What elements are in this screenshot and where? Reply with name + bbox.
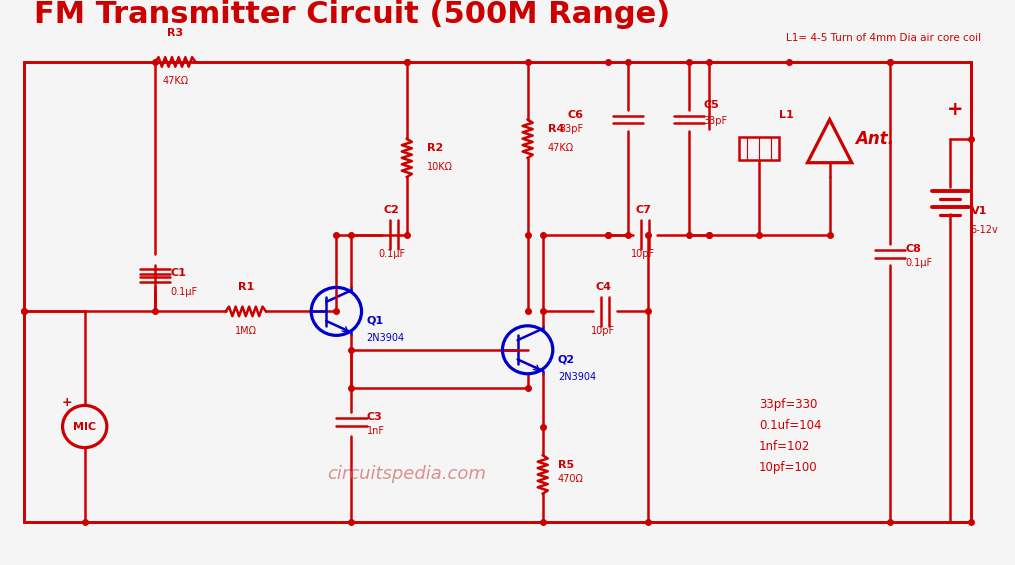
Bar bbox=[739, 137, 780, 160]
Text: C8: C8 bbox=[905, 244, 921, 254]
Text: R3: R3 bbox=[167, 28, 184, 38]
Text: 2N3904: 2N3904 bbox=[366, 333, 405, 344]
Text: 33pf=330
0.1uf=104
1nf=102
10pf=100: 33pf=330 0.1uf=104 1nf=102 10pf=100 bbox=[759, 398, 822, 473]
Text: V1: V1 bbox=[970, 206, 987, 216]
Text: C5: C5 bbox=[703, 100, 720, 110]
Text: C4: C4 bbox=[595, 282, 611, 292]
Text: 0.1μF: 0.1μF bbox=[905, 258, 932, 268]
Text: L1: L1 bbox=[780, 110, 794, 120]
Text: 1MΩ: 1MΩ bbox=[234, 326, 257, 336]
Text: 10KΩ: 10KΩ bbox=[427, 163, 453, 172]
Text: 10pF: 10pF bbox=[591, 326, 615, 336]
Text: 470Ω: 470Ω bbox=[558, 474, 584, 484]
Text: 0.1μF: 0.1μF bbox=[379, 249, 405, 259]
Text: C6: C6 bbox=[567, 110, 583, 120]
Text: R1: R1 bbox=[238, 282, 254, 292]
Text: FM Transmitter Circuit (500M Range): FM Transmitter Circuit (500M Range) bbox=[35, 0, 671, 29]
Text: +: + bbox=[61, 396, 72, 409]
Text: 6-12v: 6-12v bbox=[970, 225, 999, 235]
Text: C7: C7 bbox=[635, 206, 652, 215]
Text: C1: C1 bbox=[171, 268, 186, 278]
Text: 33pF: 33pF bbox=[559, 124, 583, 134]
Text: 2N3904: 2N3904 bbox=[558, 372, 596, 381]
Text: R4: R4 bbox=[548, 124, 564, 134]
Bar bbox=[24, 62, 970, 523]
Text: 0.1μF: 0.1μF bbox=[171, 287, 197, 297]
Text: 33pF: 33pF bbox=[703, 116, 728, 127]
Text: C3: C3 bbox=[366, 412, 383, 422]
Text: C2: C2 bbox=[384, 206, 400, 215]
Text: circuitspedia.com: circuitspedia.com bbox=[328, 466, 486, 484]
Text: R2: R2 bbox=[427, 144, 444, 153]
Text: 47KΩ: 47KΩ bbox=[162, 76, 189, 86]
Text: MIC: MIC bbox=[73, 421, 96, 432]
Text: Ant.: Ant. bbox=[855, 130, 894, 147]
Text: 1nF: 1nF bbox=[366, 427, 385, 436]
Text: Q1: Q1 bbox=[366, 316, 384, 326]
Text: L1= 4-5 Turn of 4mm Dia air core coil: L1= 4-5 Turn of 4mm Dia air core coil bbox=[786, 33, 980, 43]
Text: 47KΩ: 47KΩ bbox=[548, 144, 573, 153]
Text: 10pF: 10pF bbox=[631, 249, 656, 259]
Text: R5: R5 bbox=[558, 460, 573, 470]
Text: Q2: Q2 bbox=[558, 354, 574, 364]
Text: +: + bbox=[947, 101, 963, 119]
